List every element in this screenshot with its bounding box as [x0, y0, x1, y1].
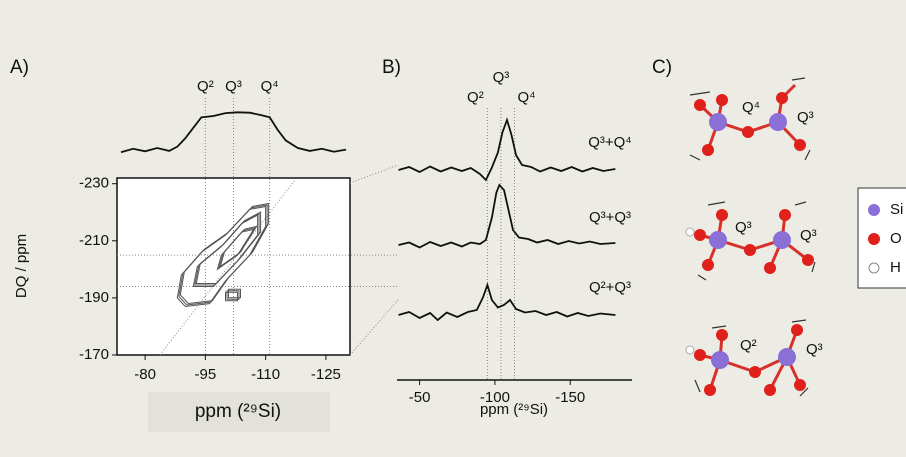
series-label: Q²+Q³: [589, 279, 631, 296]
x-tick-label: -150: [555, 389, 585, 406]
spectrum: [399, 285, 616, 320]
marker-label: Q³: [225, 78, 242, 95]
y-tick-label: -230: [79, 175, 109, 192]
x-tick-label: -80: [134, 366, 156, 383]
site-label: Q³: [806, 341, 823, 358]
y-tick-label: -190: [79, 289, 109, 306]
y-axis-label: DQ / ppm: [13, 234, 30, 298]
panel-label: A): [10, 57, 29, 78]
marker-label: Q⁴: [261, 78, 279, 95]
x-tick-label: -95: [195, 366, 217, 383]
x-tick-label: -100: [480, 389, 510, 406]
site-label: Q²: [740, 337, 757, 354]
site-label: Q³: [735, 219, 752, 236]
x-tick-label: -50: [409, 389, 431, 406]
legend-swatch: [868, 233, 880, 245]
marker-label: Q²: [467, 89, 484, 106]
x-tick-label: -110: [251, 366, 280, 383]
legend-label: H: [890, 259, 901, 276]
connector: [350, 300, 398, 355]
connector: [350, 165, 398, 183]
y-tick-label: -210: [79, 232, 109, 249]
legend-label: Si: [890, 201, 903, 218]
marker-label: Q²: [197, 78, 214, 95]
x-axis-label: ppm (²⁹Si): [195, 401, 281, 422]
series-label: Q³+Q⁴: [588, 134, 632, 151]
legend-swatch: [869, 263, 879, 273]
legend-label: O: [890, 230, 902, 247]
spectrum: [399, 185, 616, 248]
y-tick-label: -170: [79, 346, 109, 363]
x-tick-label: -125: [311, 366, 341, 383]
marker-label: Q⁴: [517, 89, 535, 106]
site-label: Q³: [797, 109, 814, 126]
series-label: Q³+Q³: [589, 209, 631, 226]
marker-label: Q³: [493, 69, 510, 86]
panel-label: C): [652, 57, 672, 78]
legend-swatch: [868, 204, 880, 216]
panel-label: B): [382, 57, 401, 78]
site-label: Q³: [800, 227, 817, 244]
site-label: Q⁴: [742, 99, 760, 116]
figure: A) B) C) ppm (²⁹Si) DQ / ppm ppm (²⁹Si): [0, 0, 906, 457]
spectrum: [399, 120, 616, 180]
